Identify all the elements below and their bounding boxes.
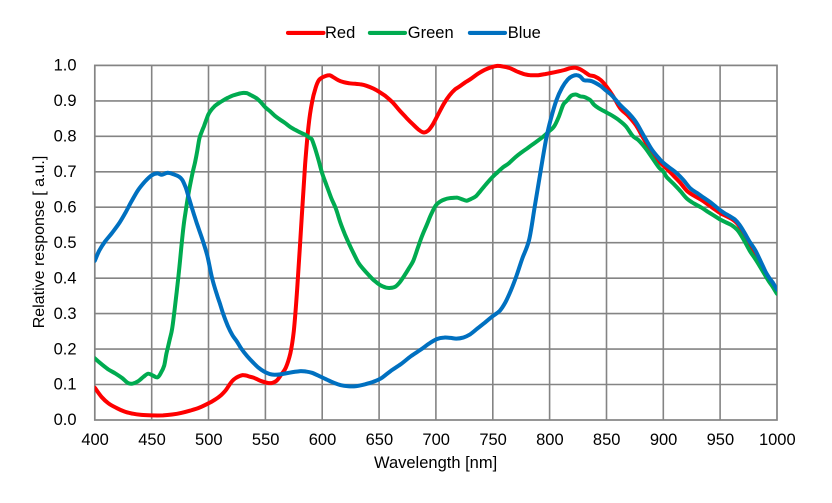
svg-text:0.6: 0.6 [54, 198, 77, 216]
svg-text:950: 950 [707, 431, 735, 449]
svg-text:0.1: 0.1 [54, 376, 77, 394]
svg-text:0.7: 0.7 [54, 163, 77, 181]
svg-text:Red: Red [325, 24, 355, 42]
svg-text:750: 750 [479, 431, 507, 449]
svg-text:Relative response [ a.u.]: Relative response [ a.u.] [31, 156, 48, 329]
svg-text:550: 550 [252, 431, 280, 449]
svg-text:600: 600 [309, 431, 337, 449]
svg-text:0.3: 0.3 [54, 305, 77, 323]
svg-text:650: 650 [366, 431, 394, 449]
svg-text:Green: Green [408, 24, 454, 42]
svg-text:1.0: 1.0 [54, 57, 77, 75]
svg-text:700: 700 [422, 431, 450, 449]
svg-text:Blue: Blue [508, 24, 541, 42]
svg-text:450: 450 [138, 431, 166, 449]
svg-text:800: 800 [536, 431, 564, 449]
svg-text:0.9: 0.9 [54, 92, 77, 110]
svg-text:0.5: 0.5 [54, 234, 77, 252]
svg-text:0.4: 0.4 [54, 269, 77, 287]
svg-text:Wavelength [nm]: Wavelength [nm] [374, 454, 497, 472]
svg-text:0.8: 0.8 [54, 128, 77, 146]
svg-text:1000: 1000 [759, 431, 796, 449]
svg-text:0.0: 0.0 [54, 411, 77, 429]
svg-text:400: 400 [81, 431, 109, 449]
svg-text:850: 850 [593, 431, 621, 449]
svg-text:500: 500 [195, 431, 223, 449]
svg-text:900: 900 [650, 431, 678, 449]
svg-text:0.2: 0.2 [54, 340, 77, 358]
